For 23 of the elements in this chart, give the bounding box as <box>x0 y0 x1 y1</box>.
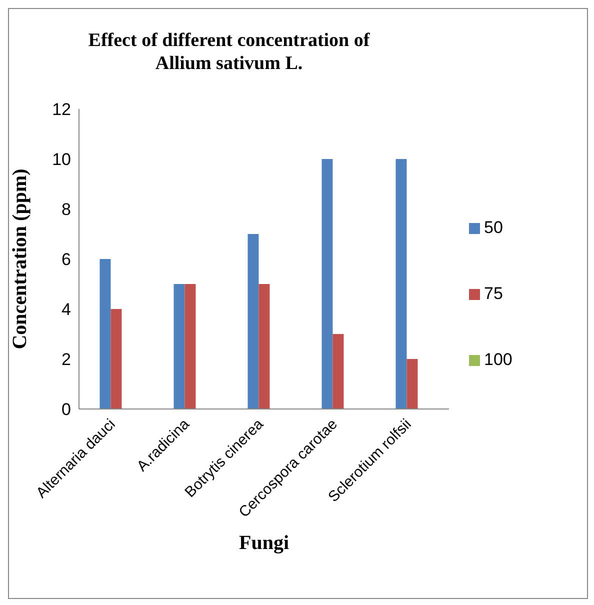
y-tick-label: 8 <box>62 200 71 220</box>
y-tick-label: 2 <box>62 350 71 370</box>
bar <box>100 259 111 409</box>
legend-label: 100 <box>484 350 512 370</box>
y-axis-title: Concentration (ppm) <box>9 168 32 350</box>
chart-title: Effect of different concentration of Allium sativum L. <box>87 29 371 75</box>
bar <box>110 309 122 409</box>
bar <box>396 159 407 409</box>
y-tick-label: 4 <box>62 300 71 320</box>
y-tick-label: 6 <box>62 250 71 270</box>
x-axis-title: Fungi <box>238 532 290 554</box>
y-tick-label: 0 <box>62 400 71 420</box>
bar <box>174 284 185 409</box>
bar <box>184 284 196 409</box>
legend-label: 50 <box>484 218 503 238</box>
bar <box>248 234 259 409</box>
bar <box>322 159 333 409</box>
bar <box>332 334 344 409</box>
y-tick-label: 12 <box>52 100 71 120</box>
bar <box>258 284 270 409</box>
legend-label: 75 <box>484 284 503 304</box>
bar <box>406 359 418 409</box>
y-tick-label: 10 <box>52 150 71 170</box>
